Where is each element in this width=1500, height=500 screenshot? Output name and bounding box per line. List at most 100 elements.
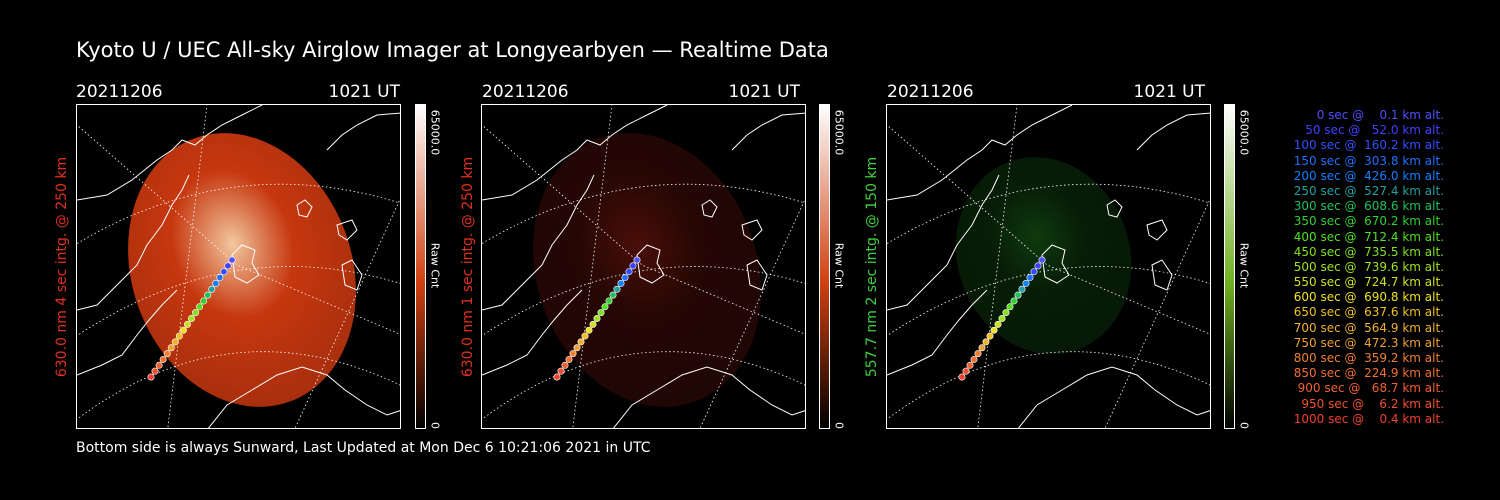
trajectory-point <box>204 291 212 299</box>
panel-2-image[interactable] <box>481 104 806 429</box>
trajectory-point <box>212 279 220 287</box>
trajectory-point <box>183 320 191 328</box>
trajectory-point <box>553 373 561 381</box>
legend-row: 300 sec @ 608.6 km alt. <box>1293 199 1444 214</box>
trajectory-point <box>998 315 1006 323</box>
trajectory-point <box>958 373 966 381</box>
trajectory-point <box>1014 291 1022 299</box>
trajectory-point <box>179 326 187 334</box>
trajectory-point <box>605 297 613 305</box>
legend-row: 450 sec @ 735.5 km alt. <box>1293 244 1444 259</box>
trajectory-point <box>629 262 637 270</box>
legend-row: 850 sec @ 224.9 km alt. <box>1293 366 1444 381</box>
trajectory-point <box>990 326 998 334</box>
airglow-disk <box>128 133 356 407</box>
trajectory-point <box>163 350 171 358</box>
airglow-disk <box>955 157 1132 355</box>
trajectory-point <box>171 338 179 346</box>
trajectory-point <box>589 320 597 328</box>
legend-row: 100 sec @ 160.2 km alt. <box>1293 138 1444 153</box>
trajectory-point <box>1038 256 1046 264</box>
trajectory-point <box>557 367 565 375</box>
legend-row: 500 sec @ 739.6 km alt. <box>1293 259 1444 274</box>
panel-1-cbar-min: 0 <box>428 422 442 429</box>
panel-2-date: 20211206 <box>482 82 569 102</box>
trajectory-point <box>581 332 589 340</box>
panel-3-cbar-max: 65000.0 <box>1237 109 1251 156</box>
legend-row: 600 sec @ 690.8 km alt. <box>1293 290 1444 305</box>
panel-1-side-label: 630.0 nm 4 sec intg. @ 250 km <box>54 156 70 377</box>
trajectory-point <box>196 303 204 311</box>
trajectory-point <box>982 338 990 346</box>
trajectory-point <box>561 361 569 369</box>
trajectory-point <box>962 367 970 375</box>
trajectory-point <box>609 291 617 299</box>
trajectory-point <box>621 274 629 282</box>
panel-map-svg <box>482 105 805 428</box>
panel-map-svg <box>77 105 400 428</box>
trajectory-point <box>565 355 573 363</box>
footer-status: Bottom side is always Sunward, Last Upda… <box>76 440 651 456</box>
trajectory-point <box>585 326 593 334</box>
trajectory-point <box>192 309 200 317</box>
trajectory <box>958 256 1046 381</box>
trajectory-point <box>216 274 224 282</box>
legend-row: 650 sec @ 637.6 km alt. <box>1293 305 1444 320</box>
trajectory-point <box>1022 279 1030 287</box>
trajectory-point <box>597 309 605 317</box>
airglow-disk <box>533 133 761 407</box>
trajectory-point <box>577 338 585 346</box>
trajectory-point <box>147 373 155 381</box>
legend-row: 800 sec @ 359.2 km alt. <box>1293 351 1444 365</box>
legend-row: 350 sec @ 670.2 km alt. <box>1293 214 1444 229</box>
panel-1-cbar-max: 65000.0 <box>428 109 442 156</box>
panel-2-cbar-min: 0 <box>832 422 846 429</box>
panel-2-colorbar <box>819 104 830 429</box>
trajectory-point <box>617 279 625 287</box>
trajectory-point <box>1010 297 1018 305</box>
trajectory-point <box>625 268 633 276</box>
legend-row: 550 sec @ 724.7 km alt. <box>1293 275 1444 290</box>
panel-2-side-label: 630.0 nm 1 sec intg. @ 250 km <box>460 156 476 377</box>
map-grid <box>77 105 400 428</box>
trajectory-point <box>188 315 196 323</box>
panel-1-colorbar-labels: 65000.0 Raw Cnt 0 <box>428 104 442 429</box>
trajectory <box>147 256 236 381</box>
trajectory-point <box>573 344 581 352</box>
panel-map-svg <box>887 105 1210 428</box>
trajectory-point <box>1026 274 1034 282</box>
legend-row: 900 sec @ 68.7 km alt. <box>1297 381 1444 396</box>
trajectory-point <box>151 367 159 375</box>
trajectory-point <box>200 297 208 305</box>
legend-row: 0 sec @ 0.1 km alt. <box>1316 108 1444 122</box>
trajectory-point <box>974 350 982 358</box>
panel-3-side-label: 557.7 nm 2 sec intg. @ 150 km <box>864 156 880 377</box>
coastline <box>77 105 400 428</box>
trajectory-point <box>208 285 216 293</box>
panel-1-date: 20211206 <box>76 82 163 102</box>
legend-row: 700 sec @ 564.9 km alt. <box>1293 320 1444 335</box>
trajectory-point <box>970 355 978 363</box>
legend-row: 1000 sec @ 0.4 km alt. <box>1293 411 1444 426</box>
trajectory-point <box>1018 285 1026 293</box>
page-title: Kyoto U / UEC All-sky Airglow Imager at … <box>76 38 829 62</box>
panel-2-colorbar-labels: 65000.0 Raw Cnt 0 <box>832 104 846 429</box>
panel-3-cbar-min: 0 <box>1237 422 1251 429</box>
trajectory-point <box>167 344 175 352</box>
trajectory-point <box>569 350 577 358</box>
panel-3-date: 20211206 <box>887 82 974 102</box>
panel-1-image[interactable] <box>76 104 401 429</box>
trajectory-point <box>613 285 621 293</box>
trajectory-point <box>1030 268 1038 276</box>
panel-3-cbar-title: Raw Cnt <box>1237 242 1251 289</box>
panel-1-time: 1021 UT <box>328 82 401 102</box>
trajectory-point <box>159 355 167 363</box>
map-grid <box>482 105 805 428</box>
panel-2-cbar-title: Raw Cnt <box>832 242 846 289</box>
map-grid <box>887 105 1210 428</box>
trajectory-point <box>601 303 609 311</box>
panel-1-cbar-title: Raw Cnt <box>428 242 442 289</box>
panel-3-image[interactable] <box>886 104 1211 429</box>
trajectory-point <box>986 332 994 340</box>
trajectory-point <box>966 361 974 369</box>
